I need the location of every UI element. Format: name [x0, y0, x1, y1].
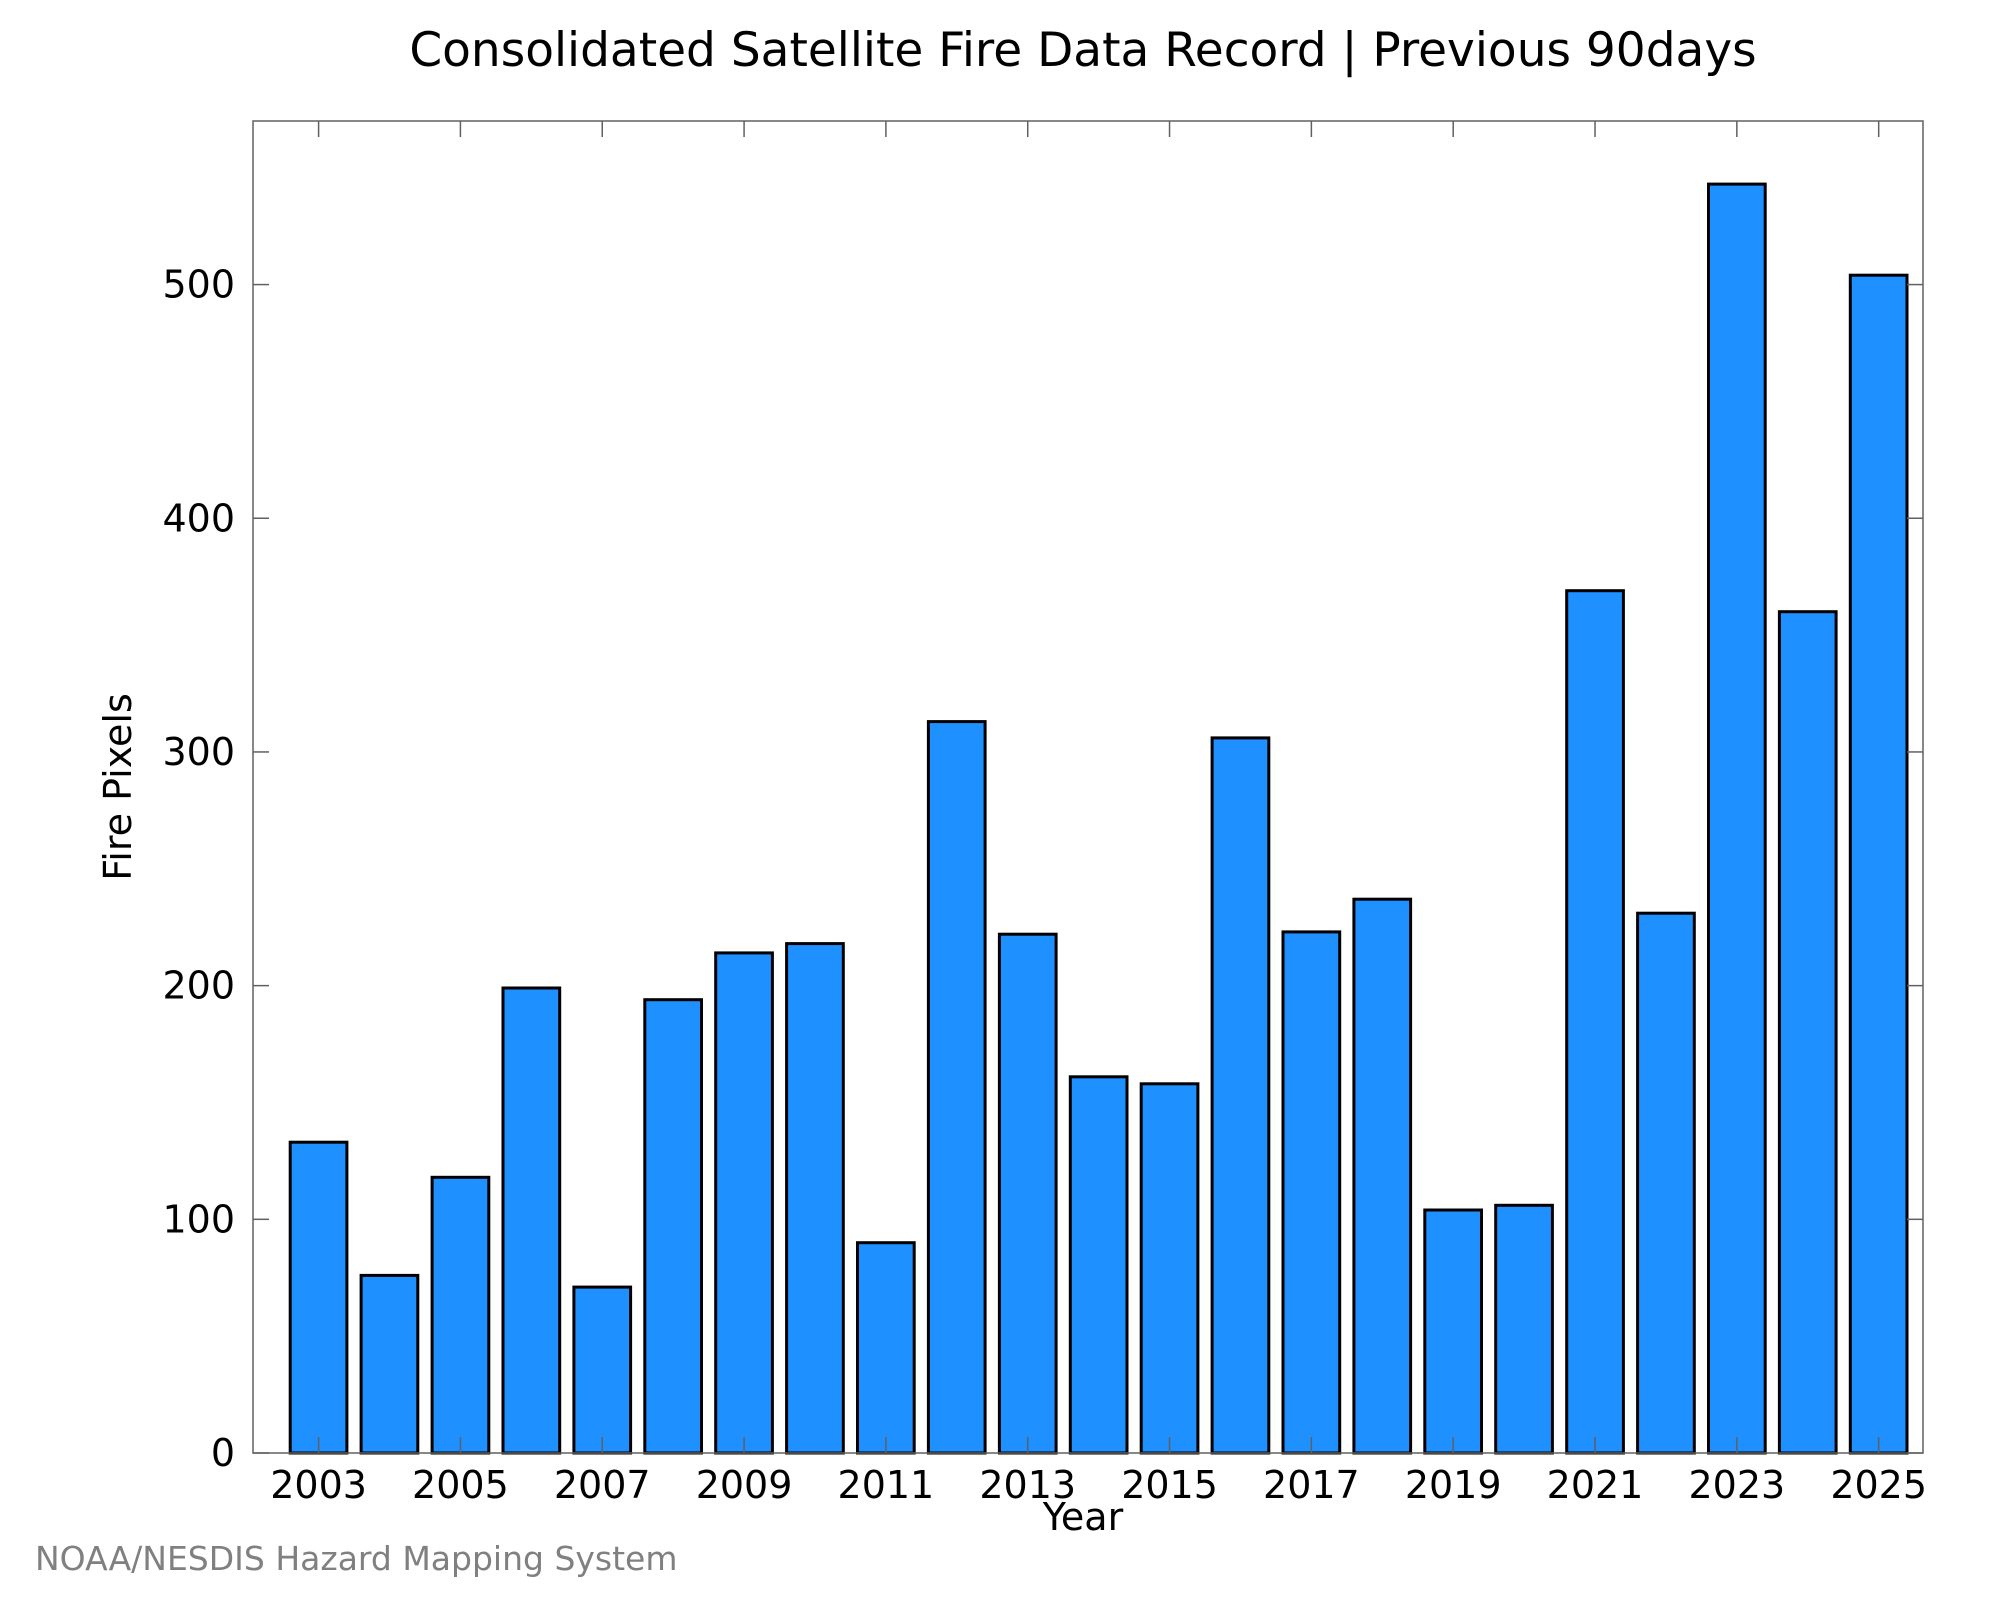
bar-2022	[1636, 911, 1696, 1455]
x-tick-label-2017: 2017	[1263, 1463, 1360, 1507]
bar-2020	[1494, 1203, 1554, 1455]
bar-2003	[288, 1140, 349, 1455]
y-tick-label-100: 100	[162, 1197, 235, 1241]
bar-2018	[1352, 897, 1413, 1455]
x-tick-label-2015: 2015	[1121, 1463, 1218, 1507]
bar-2005	[430, 1175, 491, 1455]
bar-2004	[359, 1273, 420, 1455]
y-tick-label-0: 0	[211, 1431, 235, 1475]
bars-layer	[288, 182, 1909, 1455]
y-tick-label-400: 400	[162, 496, 235, 540]
bar-2016	[1210, 736, 1271, 1455]
bar-2007	[572, 1285, 633, 1455]
bar-2012	[926, 720, 987, 1455]
bar-2019	[1423, 1208, 1484, 1455]
x-tick-label-2013: 2013	[979, 1463, 1076, 1507]
chart-title: Consolidated Satellite Fire Data Record …	[409, 23, 1756, 78]
bar-2014	[1068, 1075, 1129, 1455]
plot-frame	[252, 120, 1924, 1454]
y-tick-label-200: 200	[162, 964, 235, 1008]
bar-2024	[1777, 610, 1838, 1455]
bar-2013	[997, 932, 1058, 1455]
credit-text: NOAA/NESDIS Hazard Mapping System	[35, 1539, 678, 1578]
x-axis-label: Year	[1042, 1495, 1124, 1539]
x-tick-label-2003: 2003	[270, 1463, 367, 1507]
ticks-layer: 0 100 200 300 400 500 2003 2005 2007 2009 2011 2013…	[162, 121, 1927, 1507]
y-axis-label: Fire Pixels	[96, 693, 140, 881]
bar-2010	[785, 942, 845, 1455]
x-tick-label-2011: 2011	[838, 1463, 935, 1507]
bar-2006	[501, 986, 562, 1455]
bar-2023	[1707, 182, 1767, 1455]
y-tick-label-500: 500	[162, 263, 235, 307]
bar-2015	[1139, 1082, 1200, 1455]
x-tick-label-2009: 2009	[696, 1463, 793, 1507]
x-tick-label-2025: 2025	[1830, 1463, 1927, 1507]
bar-2009	[714, 951, 774, 1455]
bar-2011	[856, 1241, 916, 1455]
bar-2017	[1281, 930, 1342, 1455]
bar-2021	[1565, 589, 1625, 1455]
bar-2008	[643, 998, 703, 1455]
x-tick-label-2019: 2019	[1405, 1463, 1502, 1507]
y-tick-label-300: 300	[162, 730, 235, 774]
x-tick-label-2023: 2023	[1688, 1463, 1785, 1507]
x-tick-label-2005: 2005	[412, 1463, 509, 1507]
x-tick-label-2007: 2007	[554, 1463, 651, 1507]
bar-2025	[1848, 273, 1909, 1455]
x-tick-label-2021: 2021	[1547, 1463, 1644, 1507]
